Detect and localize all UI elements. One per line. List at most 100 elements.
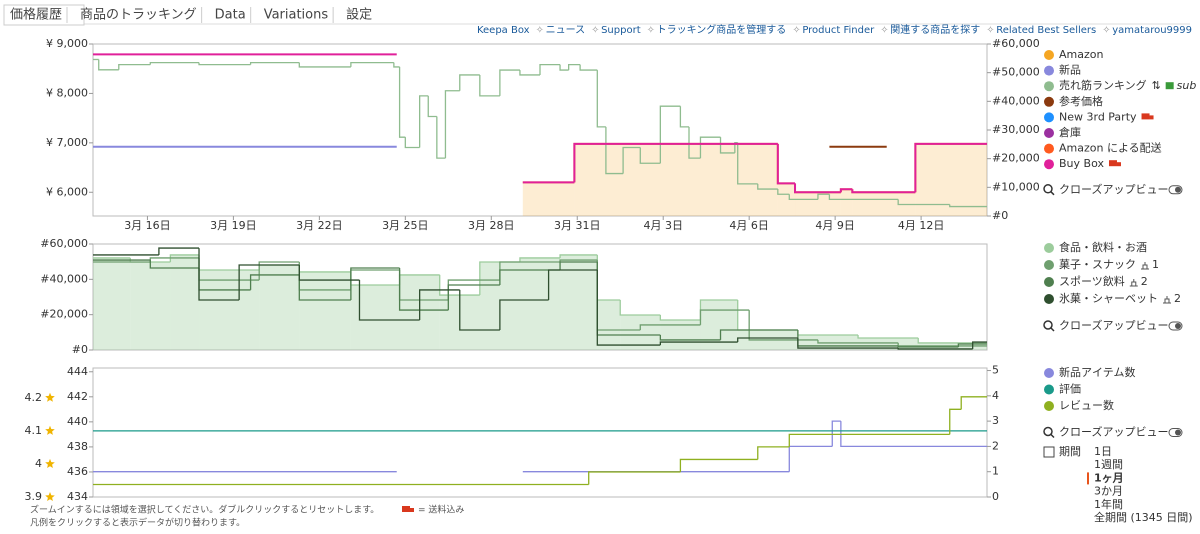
legend-label[interactable]: Buy Box bbox=[1059, 157, 1104, 170]
legend-label[interactable]: New 3rd Party bbox=[1059, 110, 1137, 123]
zoom-note: ズームインするには領域を選択してください。ダブルクリックするとリセットします。 bbox=[30, 504, 379, 516]
line-step bbox=[358, 280, 420, 321]
legend-rank: 1 bbox=[1152, 258, 1159, 271]
line-step bbox=[914, 142, 987, 193]
legend-swatch bbox=[1044, 294, 1054, 304]
nav-link[interactable]: Keepa Box bbox=[477, 25, 530, 36]
legend-label[interactable]: Amazon による配送 bbox=[1059, 141, 1162, 155]
line-step bbox=[499, 299, 549, 331]
range-option[interactable]: 1年間 bbox=[1094, 497, 1123, 511]
line-step bbox=[298, 274, 351, 301]
rating-tick-label: 4.1 bbox=[25, 424, 43, 437]
line-step bbox=[748, 310, 818, 341]
y2-tick-label: 1 bbox=[992, 465, 999, 478]
line-step bbox=[573, 142, 778, 183]
line-step bbox=[840, 421, 987, 448]
line-step bbox=[828, 194, 899, 201]
nav-link[interactable]: トラッキング商品を管理する bbox=[657, 23, 787, 36]
line-step bbox=[568, 63, 581, 71]
legend-label[interactable]: 売れ筋ランキング bbox=[1059, 78, 1147, 92]
nav-separator: ✧ bbox=[591, 25, 599, 36]
y-tick-label: #40,000 bbox=[40, 272, 88, 285]
line-step bbox=[249, 61, 300, 65]
line-step bbox=[579, 64, 598, 71]
legend-label[interactable]: Amazon bbox=[1059, 48, 1103, 61]
legend-swatch bbox=[1044, 401, 1054, 411]
legend-label[interactable]: 新品アイテム数 bbox=[1059, 365, 1135, 379]
line-step bbox=[459, 74, 480, 91]
line-step bbox=[393, 62, 400, 68]
line-step bbox=[249, 274, 300, 290]
tab[interactable]: 設定 bbox=[346, 7, 372, 23]
nav-link[interactable]: Support bbox=[601, 25, 641, 36]
sub-link[interactable]: sub bbox=[1177, 79, 1197, 92]
y2-tick-label: #30,000 bbox=[992, 123, 1040, 136]
magnifier-icon bbox=[1043, 426, 1053, 437]
legend-label[interactable]: 食品・飲料・お酒 bbox=[1059, 240, 1147, 254]
tab[interactable]: 商品のトラッキング bbox=[80, 8, 197, 23]
nav-link[interactable]: ニュース bbox=[546, 25, 586, 36]
line-step bbox=[298, 265, 360, 281]
nav-separator: ✧ bbox=[880, 25, 888, 36]
legend-label[interactable]: 参考価格 bbox=[1059, 94, 1103, 108]
sub-icon bbox=[1165, 82, 1174, 90]
line-step bbox=[659, 315, 701, 321]
magnifier-icon bbox=[1050, 433, 1055, 439]
legend-label[interactable]: 新品 bbox=[1059, 63, 1081, 77]
range-option[interactable]: 3か月 bbox=[1094, 485, 1123, 498]
legend-label[interactable]: 菓子・スナック bbox=[1059, 258, 1136, 271]
line-step bbox=[298, 62, 351, 68]
x-tick-label: 3月 25日 bbox=[382, 219, 429, 232]
toggle-knob bbox=[1175, 323, 1181, 329]
line-step bbox=[447, 284, 500, 311]
shipping-note: = 送料込み bbox=[418, 504, 464, 516]
line-step bbox=[459, 289, 500, 331]
legend-rank: 2 bbox=[1141, 275, 1148, 288]
nav-link[interactable]: Product Finder bbox=[802, 25, 875, 36]
line-step bbox=[851, 189, 916, 194]
tab[interactable]: Data bbox=[215, 8, 246, 23]
tab[interactable]: Variations bbox=[264, 8, 329, 23]
legend-label[interactable]: 倉庫 bbox=[1059, 125, 1081, 139]
star-icon bbox=[45, 425, 55, 435]
nav-separator: ✧ bbox=[792, 25, 800, 36]
legend-swatch bbox=[1044, 112, 1054, 123]
range-option[interactable]: 1週間 bbox=[1094, 458, 1123, 471]
rank-icon bbox=[1163, 296, 1171, 304]
nav-link[interactable]: yamatarou9999 bbox=[1112, 25, 1192, 36]
line-step bbox=[679, 458, 758, 472]
closeup-label[interactable]: クローズアップビュー bbox=[1059, 318, 1168, 332]
range-option[interactable]: 全期間 (1345 日間) bbox=[1094, 510, 1193, 524]
y2-tick-label: #60,000 bbox=[992, 37, 1040, 50]
range-option[interactable]: 1日 bbox=[1094, 445, 1112, 458]
line-step bbox=[427, 95, 437, 118]
area-step bbox=[130, 262, 171, 350]
tab[interactable]: 価格履歴 bbox=[10, 7, 62, 23]
line-step bbox=[897, 348, 973, 350]
line-step bbox=[949, 204, 987, 208]
y2-tick-label: #50,000 bbox=[992, 66, 1040, 79]
legend-swatch bbox=[1044, 384, 1054, 395]
range-option[interactable]: 1ヶ月 bbox=[1094, 471, 1124, 484]
truck-icon bbox=[1141, 113, 1150, 120]
truck-icon bbox=[402, 506, 410, 512]
legend-label[interactable]: 評価 bbox=[1059, 382, 1081, 396]
legend-swatch bbox=[1044, 277, 1054, 287]
closeup-label[interactable]: クローズアップビュー bbox=[1059, 182, 1168, 196]
nav-link[interactable]: Related Best Sellers bbox=[996, 25, 1096, 36]
rank-icon bbox=[1141, 262, 1149, 270]
toggle-knob bbox=[1175, 186, 1181, 193]
line-step bbox=[734, 141, 738, 153]
legend-label[interactable]: スポーツ飲料 bbox=[1059, 274, 1125, 288]
area-step bbox=[350, 284, 400, 350]
nav-link[interactable]: 関連する商品を探す bbox=[890, 23, 980, 36]
rating-tick-label: 4.2 bbox=[25, 391, 43, 404]
legend-label[interactable]: 氷菓・シャーベット bbox=[1059, 292, 1158, 305]
line-step bbox=[659, 341, 738, 346]
closeup-label[interactable]: クローズアップビュー bbox=[1059, 425, 1168, 439]
x-tick-label: 4月 3日 bbox=[643, 219, 683, 232]
legend-label[interactable]: レビュー数 bbox=[1059, 399, 1114, 412]
line-step bbox=[539, 63, 561, 75]
line-step bbox=[897, 199, 950, 206]
